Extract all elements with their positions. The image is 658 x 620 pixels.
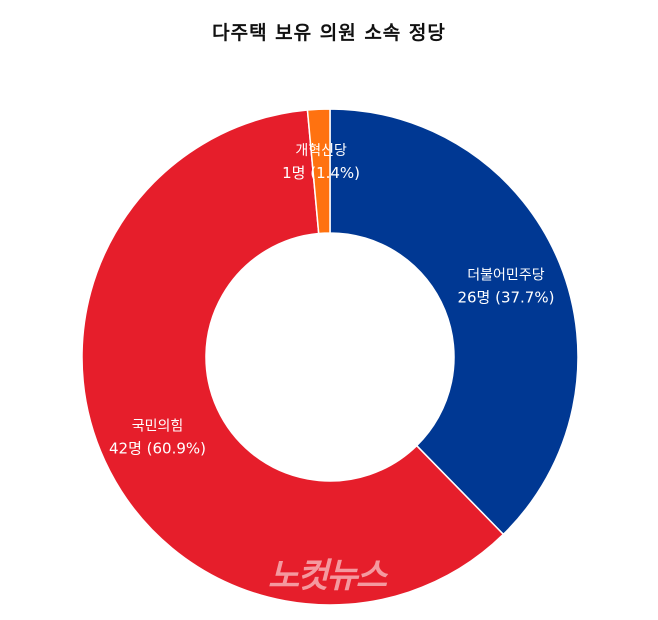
slice-label-3: 개혁신당 — [295, 143, 347, 159]
slice-value-3: 1명 (1.4%) — [282, 164, 360, 182]
slice-label-1: 더불어민주당 — [467, 267, 544, 283]
slice-1 — [329, 108, 579, 536]
slice-value-2: 42명 (60.9%) — [109, 440, 206, 458]
watermark-logo: 노컷뉴스 — [268, 556, 387, 596]
slice-label-2: 국민의힘 — [132, 419, 184, 435]
slice-3 — [306, 108, 331, 235]
chart-title: 다주택 보유 의원 소속 정당 — [212, 22, 446, 44]
slice-2 — [81, 109, 505, 606]
slice-value-1: 26명 (37.7%) — [457, 288, 554, 306]
